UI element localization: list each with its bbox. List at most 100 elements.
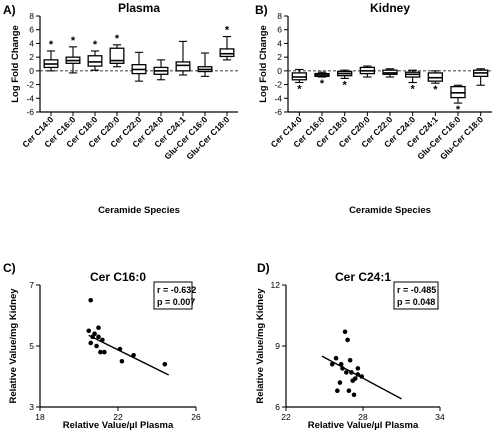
stat-r: r = -0.485 <box>397 285 436 295</box>
box-4: * <box>109 33 125 68</box>
y-tick-label: 3 <box>29 402 34 412</box>
data-point <box>335 388 340 394</box>
y-tick-label: 6 <box>29 25 34 35</box>
stats-border <box>393 281 439 310</box>
box-3: * <box>87 39 103 71</box>
y-tick-label: 7 <box>29 280 34 290</box>
y-tick-label: 0 <box>277 66 282 76</box>
y-tick-label: 8 <box>277 11 282 21</box>
data-point <box>86 328 92 334</box>
x-axis-label: Relative Value/µl Plasma <box>308 420 419 431</box>
y-tick-label: 5 <box>29 341 34 351</box>
data-point <box>344 370 349 375</box>
y-axis-label: Log Fold Change <box>10 25 21 103</box>
x-tick-label: 22 <box>113 412 123 422</box>
y-axis-label: Relative Value/mg Kidney <box>255 288 266 404</box>
box-4 <box>359 65 376 78</box>
significance-star: * <box>297 84 302 96</box>
data-point <box>347 357 353 363</box>
data-point <box>338 362 344 367</box>
stats-box: r = -0.485 p = 0.048 <box>393 281 439 310</box>
box-8: * <box>450 84 466 116</box>
y-tick-label: 8 <box>29 11 34 21</box>
box-1: * <box>291 68 308 96</box>
panel-3: C) Cer C16:0 Relative Value/mg Kidney 3 5 7 18… <box>3 261 201 431</box>
box-5 <box>382 68 398 78</box>
data-point <box>98 349 103 355</box>
data-point <box>88 297 93 303</box>
x-axis-label: Ceramide Species <box>349 205 431 216</box>
panel-title: Cer C16:0 <box>90 270 146 284</box>
stats-border <box>153 281 193 310</box>
data-point <box>162 362 168 367</box>
box-iqr <box>175 61 191 72</box>
box-iqr <box>219 48 235 58</box>
y-axis-label: Relative Value/mg Kidney <box>8 288 19 404</box>
box-9: * <box>219 25 235 61</box>
stat-p: p = 0.048 <box>397 297 435 307</box>
x-tick-label: 28 <box>358 412 368 422</box>
data-point <box>94 343 99 349</box>
significance-star: * <box>71 35 76 47</box>
panel-letter: B) <box>255 3 268 17</box>
box-7 <box>175 40 191 76</box>
y-tick-label: 2 <box>29 52 34 62</box>
data-point <box>350 378 356 383</box>
box-7: * <box>427 70 444 96</box>
y-tick-label: -4 <box>26 93 34 103</box>
significance-star: * <box>49 39 54 51</box>
data-point <box>342 329 348 335</box>
y-tick-label: 4 <box>29 38 34 48</box>
box-2: * <box>65 35 81 74</box>
x-axis-label: Ceramide Species <box>98 205 180 216</box>
y-tick-label: 2 <box>277 52 282 62</box>
panel-letter: A) <box>3 3 16 17</box>
stat-p: p = 0.007 <box>157 297 195 307</box>
significance-star: * <box>225 25 230 37</box>
data-point <box>117 346 123 352</box>
y-tick-label: -6 <box>274 107 282 117</box>
box-9 <box>472 68 489 86</box>
box-8 <box>197 52 213 77</box>
panel-title: Cer C24:1 <box>335 270 391 284</box>
data-point <box>337 380 343 385</box>
y-tick-label: 4 <box>277 38 282 48</box>
significance-star: * <box>411 84 416 96</box>
stats-box: r = -0.632 p = 0.007 <box>153 281 196 310</box>
data-point <box>351 392 357 398</box>
data-point <box>92 331 97 337</box>
significance-star: * <box>433 84 438 96</box>
y-tick-label: 9 <box>275 341 280 351</box>
box-6: * <box>404 69 421 96</box>
data-point <box>131 352 136 358</box>
data-point <box>119 358 125 364</box>
panel-letter: C) <box>3 261 16 275</box>
box-2: * <box>314 71 330 90</box>
data-point <box>96 334 101 340</box>
data-point <box>96 325 101 331</box>
box-5 <box>131 51 147 82</box>
y-tick-label: 12 <box>271 280 281 290</box>
panel-title: Kidney <box>370 1 410 15</box>
data-point <box>102 349 107 355</box>
significance-star: * <box>456 104 461 116</box>
data-point <box>349 370 354 375</box>
data-point <box>355 372 361 377</box>
data-point <box>346 388 352 394</box>
y-tick-label: -6 <box>26 107 34 117</box>
data-point <box>355 366 361 371</box>
box-iqr <box>109 47 125 64</box>
y-tick-label: -2 <box>26 80 34 90</box>
x-tick-label: 22 <box>281 412 291 422</box>
y-tick-label: -4 <box>274 93 282 103</box>
data-point <box>345 337 350 343</box>
panel-4: D) Cer C24:1 Relative Value/mg Kidney 6 9 12 2… <box>255 261 445 431</box>
x-axis-label: Relative Value/µl Plasma <box>63 420 174 431</box>
significance-star: * <box>115 33 120 45</box>
box-1: * <box>43 39 59 72</box>
significance-star: * <box>93 39 98 51</box>
x-tick-label: 26 <box>191 412 201 422</box>
significance-star: * <box>320 78 325 90</box>
